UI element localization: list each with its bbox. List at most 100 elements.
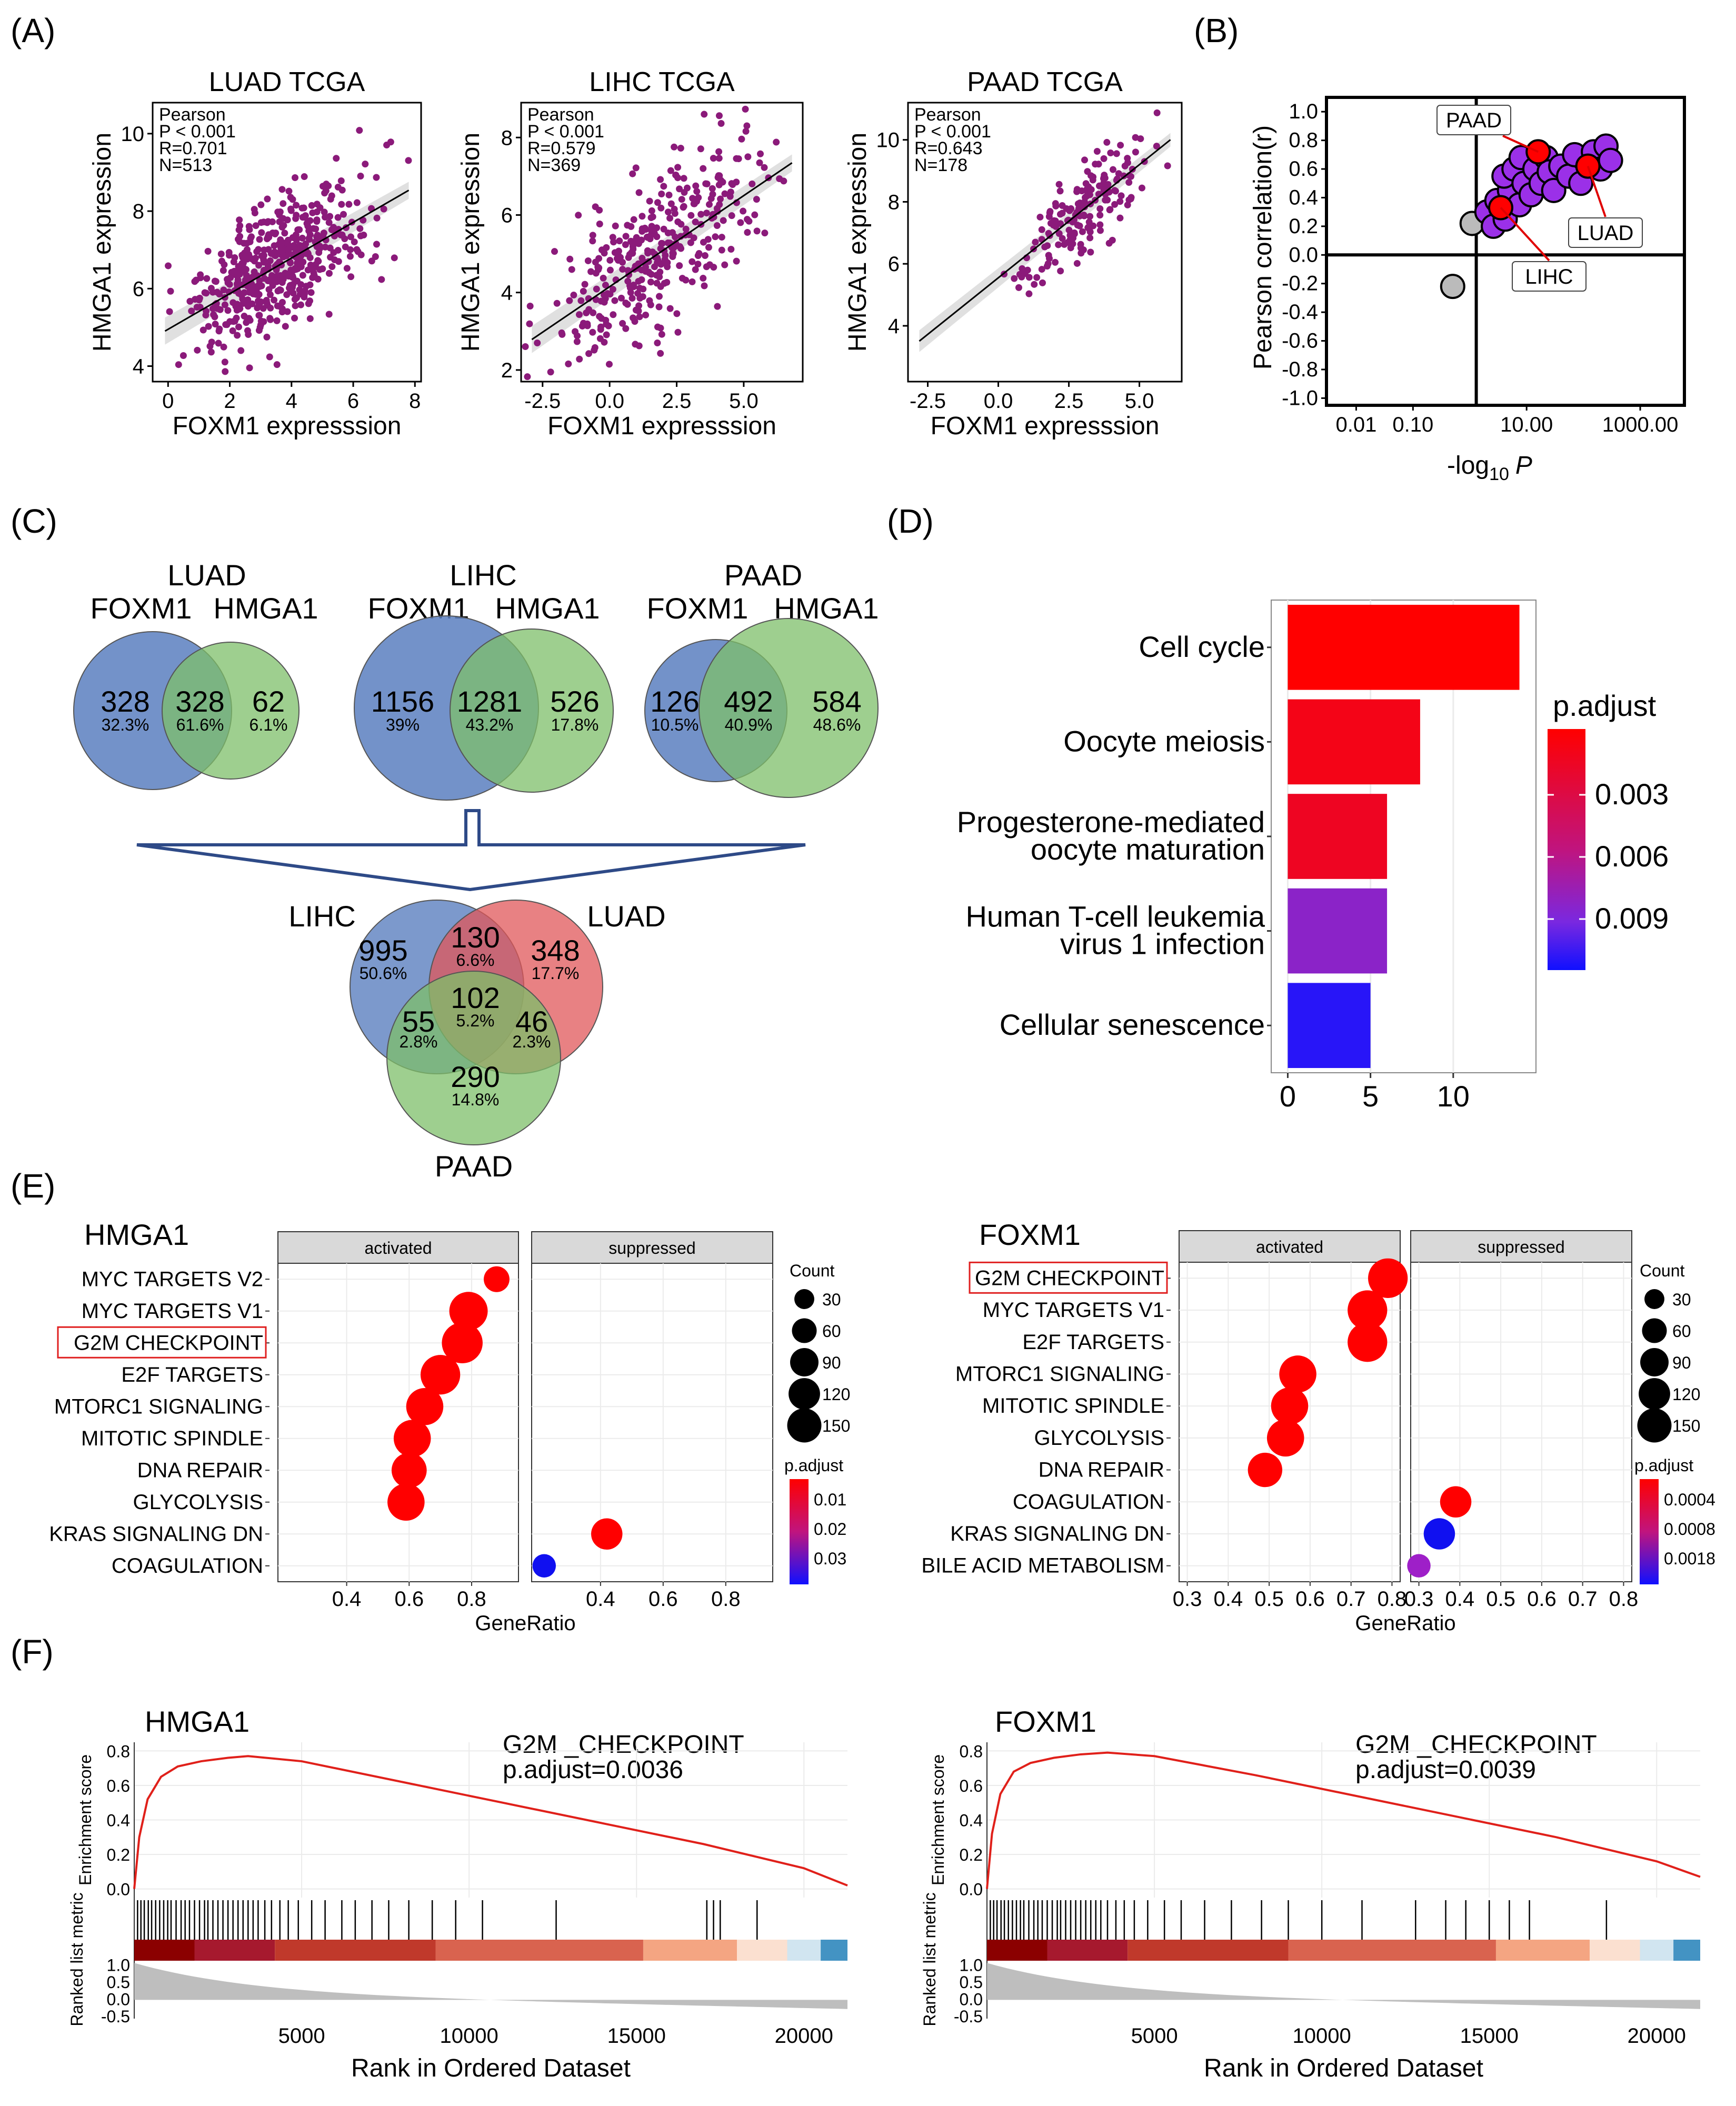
data-point (580, 287, 587, 295)
data-point (596, 221, 603, 228)
padjust-colorbar (1548, 729, 1585, 970)
data-point (387, 1483, 425, 1521)
data-point (1125, 179, 1133, 186)
x-tick-label: 5000 (1131, 2024, 1178, 2048)
y-axis-label: Ranked list metric (920, 1892, 939, 2026)
y-tick-label: 0.0 (1289, 243, 1318, 266)
enrichment-curve (986, 1751, 1701, 1889)
data-point (1598, 147, 1623, 173)
data-point (354, 248, 362, 255)
callout-label: LIHC (1525, 265, 1573, 288)
x-tick-label: 0 (162, 390, 174, 413)
data-point (680, 204, 687, 211)
data-point (644, 234, 651, 241)
data-point (212, 321, 219, 328)
venn-circle-hmga1 (162, 642, 300, 780)
category-label: DNA REPAIR (137, 1459, 263, 1482)
panel-letter-e: (E) (11, 1167, 55, 1205)
size-legend-label: 120 (822, 1385, 850, 1404)
venn-title: LIHC (450, 558, 517, 592)
data-point (312, 261, 320, 268)
data-point (286, 244, 293, 252)
data-point (720, 217, 727, 224)
data-point (1033, 274, 1041, 281)
category-label: MYC TARGETS V1 (82, 1300, 263, 1323)
x-tick-label: 10 (1437, 1080, 1470, 1113)
size-legend-dot (1637, 1408, 1672, 1443)
data-point (1046, 208, 1054, 215)
stat-text: R=0.701 (159, 138, 227, 158)
data-point (334, 183, 342, 191)
data-point (672, 233, 679, 241)
data-point (640, 285, 647, 293)
stat-text: N=178 (914, 155, 967, 175)
data-point (718, 234, 725, 241)
data-point (236, 216, 243, 224)
stat-text: R=0.643 (914, 138, 983, 158)
category-label: E2F TARGETS (1022, 1331, 1164, 1354)
data-point (308, 202, 315, 209)
x-tick-label: 0.10 (1392, 413, 1433, 436)
x-tick-label: 0.3 (1404, 1588, 1434, 1611)
data-point (728, 212, 735, 219)
data-point (293, 202, 300, 209)
panel-c-venn-diagrams: LUAD FOXM1 HMGA1 328 32.3% 328 61.6% 62 … (73, 558, 879, 1183)
size-legend-label: 60 (1672, 1322, 1691, 1341)
y-axis-label: HMGA1 expression (88, 133, 116, 352)
data-point (312, 225, 320, 233)
data-point (733, 155, 740, 162)
gene-set-padjust: p.adjust=0.0039 (1355, 1756, 1536, 1784)
data-point (700, 275, 707, 282)
x-tick-label: 8 (409, 390, 421, 413)
data-point (319, 265, 326, 273)
gsea-title: FOXM1 (995, 1705, 1096, 1738)
data-point (252, 222, 260, 229)
data-point (576, 355, 583, 363)
data-point (1423, 1518, 1455, 1550)
size-legend-dot (1642, 1318, 1667, 1343)
category-label: MYC TARGETS V1 (983, 1299, 1164, 1322)
data-point (406, 1388, 444, 1425)
confidence-band (532, 154, 792, 353)
data-point (274, 287, 282, 295)
data-point (357, 173, 364, 180)
venn-right-label: HMGA1 (495, 592, 600, 625)
y-tick-label: 8 (501, 126, 513, 149)
data-point (271, 242, 278, 249)
stat-text: Pearson (527, 105, 594, 125)
y-tick-label: 0.8 (1289, 129, 1318, 152)
data-point (1045, 213, 1053, 221)
data-point (258, 252, 265, 259)
data-point (1044, 260, 1052, 267)
x-tick-label: 10000 (1293, 2024, 1351, 2048)
data-point (280, 253, 287, 261)
data-point (335, 258, 342, 265)
data-point (273, 361, 281, 368)
data-point (666, 215, 674, 222)
data-point (301, 173, 308, 181)
data-point (570, 292, 577, 299)
data-point (1038, 226, 1045, 233)
regression-line (531, 162, 793, 341)
callout-label: LUAD (1578, 222, 1634, 245)
padjust-colorbar (1640, 1479, 1659, 1584)
data-point (240, 264, 247, 271)
y-tick-label: -0.2 (1282, 272, 1318, 295)
data-point (235, 323, 242, 331)
panel-letter-d: (D) (887, 502, 934, 540)
data-point (1116, 214, 1124, 222)
data-point (1055, 230, 1063, 237)
x-axis-label: GeneRatio (475, 1612, 575, 1635)
data-point (630, 216, 637, 223)
bar-category-label: Cellular senescence (1000, 1008, 1265, 1041)
data-point (647, 278, 654, 286)
data-point (655, 293, 663, 300)
data-point (303, 283, 310, 290)
venn-left-label: FOXM1 (647, 592, 749, 625)
data-point (1132, 134, 1139, 141)
data-point (715, 148, 723, 155)
data-point (1031, 281, 1038, 288)
data-point (697, 145, 704, 153)
venn-count: 102 (451, 981, 500, 1014)
y-tick-label: 0.4 (107, 1811, 130, 1830)
